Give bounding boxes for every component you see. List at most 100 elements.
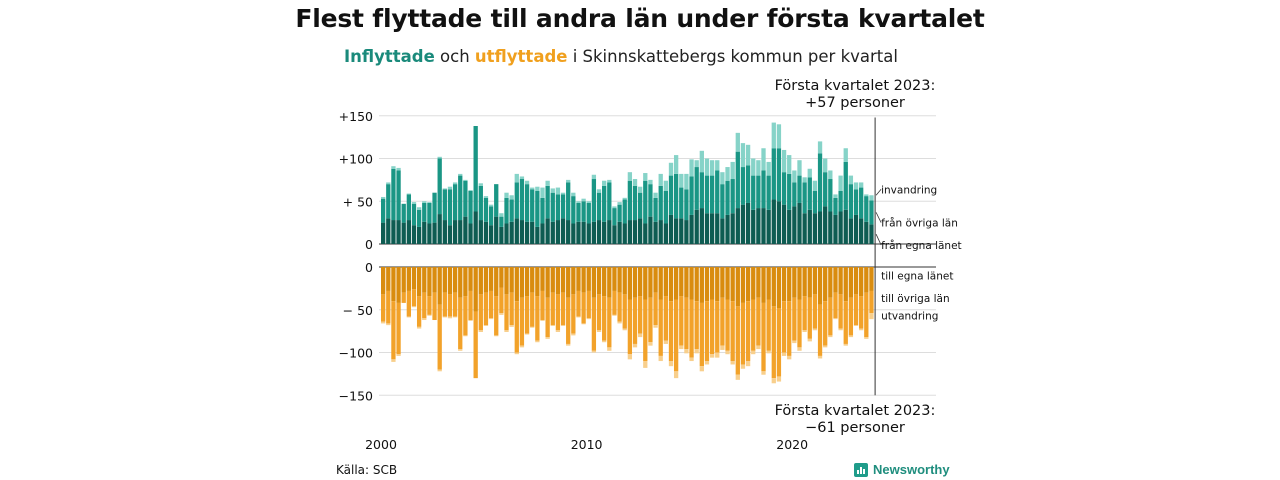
bar-till-egna-lanet [684,267,689,298]
bar-utvandring [638,333,643,338]
bar-invandring [638,186,643,193]
bar-fran-egna-lanet [694,209,699,244]
bar-till-egna-lanet [797,267,802,300]
bar-fran-egna-lanet [499,226,504,244]
bar-till-egna-lanet [550,267,555,293]
bar-till-egna-lanet [689,267,694,300]
bar-fran-egna-lanet [411,225,417,244]
bar-till-ovriga-lan [699,302,704,367]
bar-fran-egna-lanet [828,211,833,244]
bar-fran-egna-lanet [514,218,519,244]
bar-utvandring [576,316,581,318]
bar-fran-egna-lanet [581,221,586,244]
bar-invandring [781,149,787,173]
bar-utvandring [617,321,622,324]
bar-fran-ovriga-lan [704,175,710,214]
bar-till-ovriga-lan [535,296,540,341]
bar-till-ovriga-lan [776,308,782,377]
bar-fran-ovriga-lan [679,187,684,219]
bar-invandring [658,173,663,186]
label-leader [875,233,882,246]
bar-fran-ovriga-lan [586,202,591,224]
bar-fran-ovriga-lan [735,151,740,209]
bar-fran-ovriga-lan [658,185,663,221]
bar-fran-ovriga-lan [514,182,519,219]
bar-invandring [709,160,715,176]
bar-fran-egna-lanet [648,216,653,244]
bar-fran-ovriga-lan [550,192,555,222]
bar-fran-ovriga-lan [494,184,499,217]
bar-fran-egna-lanet [427,223,432,244]
bar-fran-egna-lanet [612,225,617,244]
bar-invandring [766,161,771,176]
bar-invandring [792,170,797,183]
bar-till-ovriga-lan [596,294,602,331]
bar-fran-ovriga-lan [488,206,494,226]
bar-invandring [483,196,489,198]
bar-till-egna-lanet [802,267,807,297]
bar-utvandring [745,361,751,367]
bar-till-ovriga-lan [427,296,432,315]
bar-invandring [416,207,422,210]
bar-utvandring [709,354,715,358]
bar-till-ovriga-lan [602,296,607,341]
bar-fran-ovriga-lan [560,194,566,219]
bar-till-ovriga-lan [447,294,453,317]
bar-fran-egna-lanet [560,218,566,244]
bar-fran-ovriga-lan [524,184,530,222]
bar-till-ovriga-lan [751,299,756,351]
bar-fran-ovriga-lan [381,198,386,223]
bar-fran-egna-lanet [473,211,478,244]
bar-fran-egna-lanet [761,208,766,244]
label-leader [875,189,882,196]
bar-fran-ovriga-lan [694,167,699,210]
bar-till-ovriga-lan [627,299,633,355]
bar-fran-egna-lanet [673,218,679,244]
bar-till-ovriga-lan [519,297,525,346]
bar-invandring [406,193,411,195]
bar-fran-egna-lanet [535,226,540,244]
bar-fran-egna-lanet [709,213,715,244]
bar-till-egna-lanet [756,267,761,298]
bar-fran-egna-lanet [658,220,663,244]
bar-fran-ovriga-lan [396,170,401,221]
bar-utvandring [540,320,545,321]
bar-till-ovriga-lan [807,297,812,339]
bar-invandring [560,192,566,195]
bar-fran-ovriga-lan [427,202,432,224]
bar-fran-ovriga-lan [869,200,874,225]
bar-invandring [524,180,530,185]
bar-till-ovriga-lan [673,299,679,372]
bar-till-egna-lanet [458,267,463,298]
bar-till-egna-lanet [658,267,663,300]
bar-utvandring [802,330,807,332]
bar-till-ovriga-lan [442,292,447,317]
bar-till-egna-lanet [823,267,828,302]
bar-till-egna-lanet [396,267,401,303]
bar-utvandring [694,349,699,354]
bar-till-ovriga-lan [607,297,612,348]
bar-invandring [848,175,854,185]
series-label-in: från övriga län [881,217,958,230]
bar-till-ovriga-lan [494,296,499,336]
bar-fran-ovriga-lan [499,216,504,227]
bar-invandring [632,179,638,186]
bar-invandring [720,172,725,185]
bar-invandring [499,213,504,217]
bar-utvandring [396,354,401,356]
bar-till-ovriga-lan [709,299,715,355]
bar-fran-egna-lanet [689,214,694,244]
bar-utvandring [776,376,782,382]
bar-fran-egna-lanet [483,221,489,244]
bar-till-egna-lanet [745,267,751,302]
bar-till-ovriga-lan [838,294,843,329]
bar-fran-egna-lanet [381,222,386,244]
bar-invandring [571,192,576,197]
bar-till-ovriga-lan [381,294,386,322]
bar-till-egna-lanet [699,267,704,303]
bar-till-egna-lanet [771,267,776,307]
bar-utvandring [704,361,710,365]
bar-till-ovriga-lan [638,296,643,334]
bar-till-egna-lanet [694,267,699,302]
